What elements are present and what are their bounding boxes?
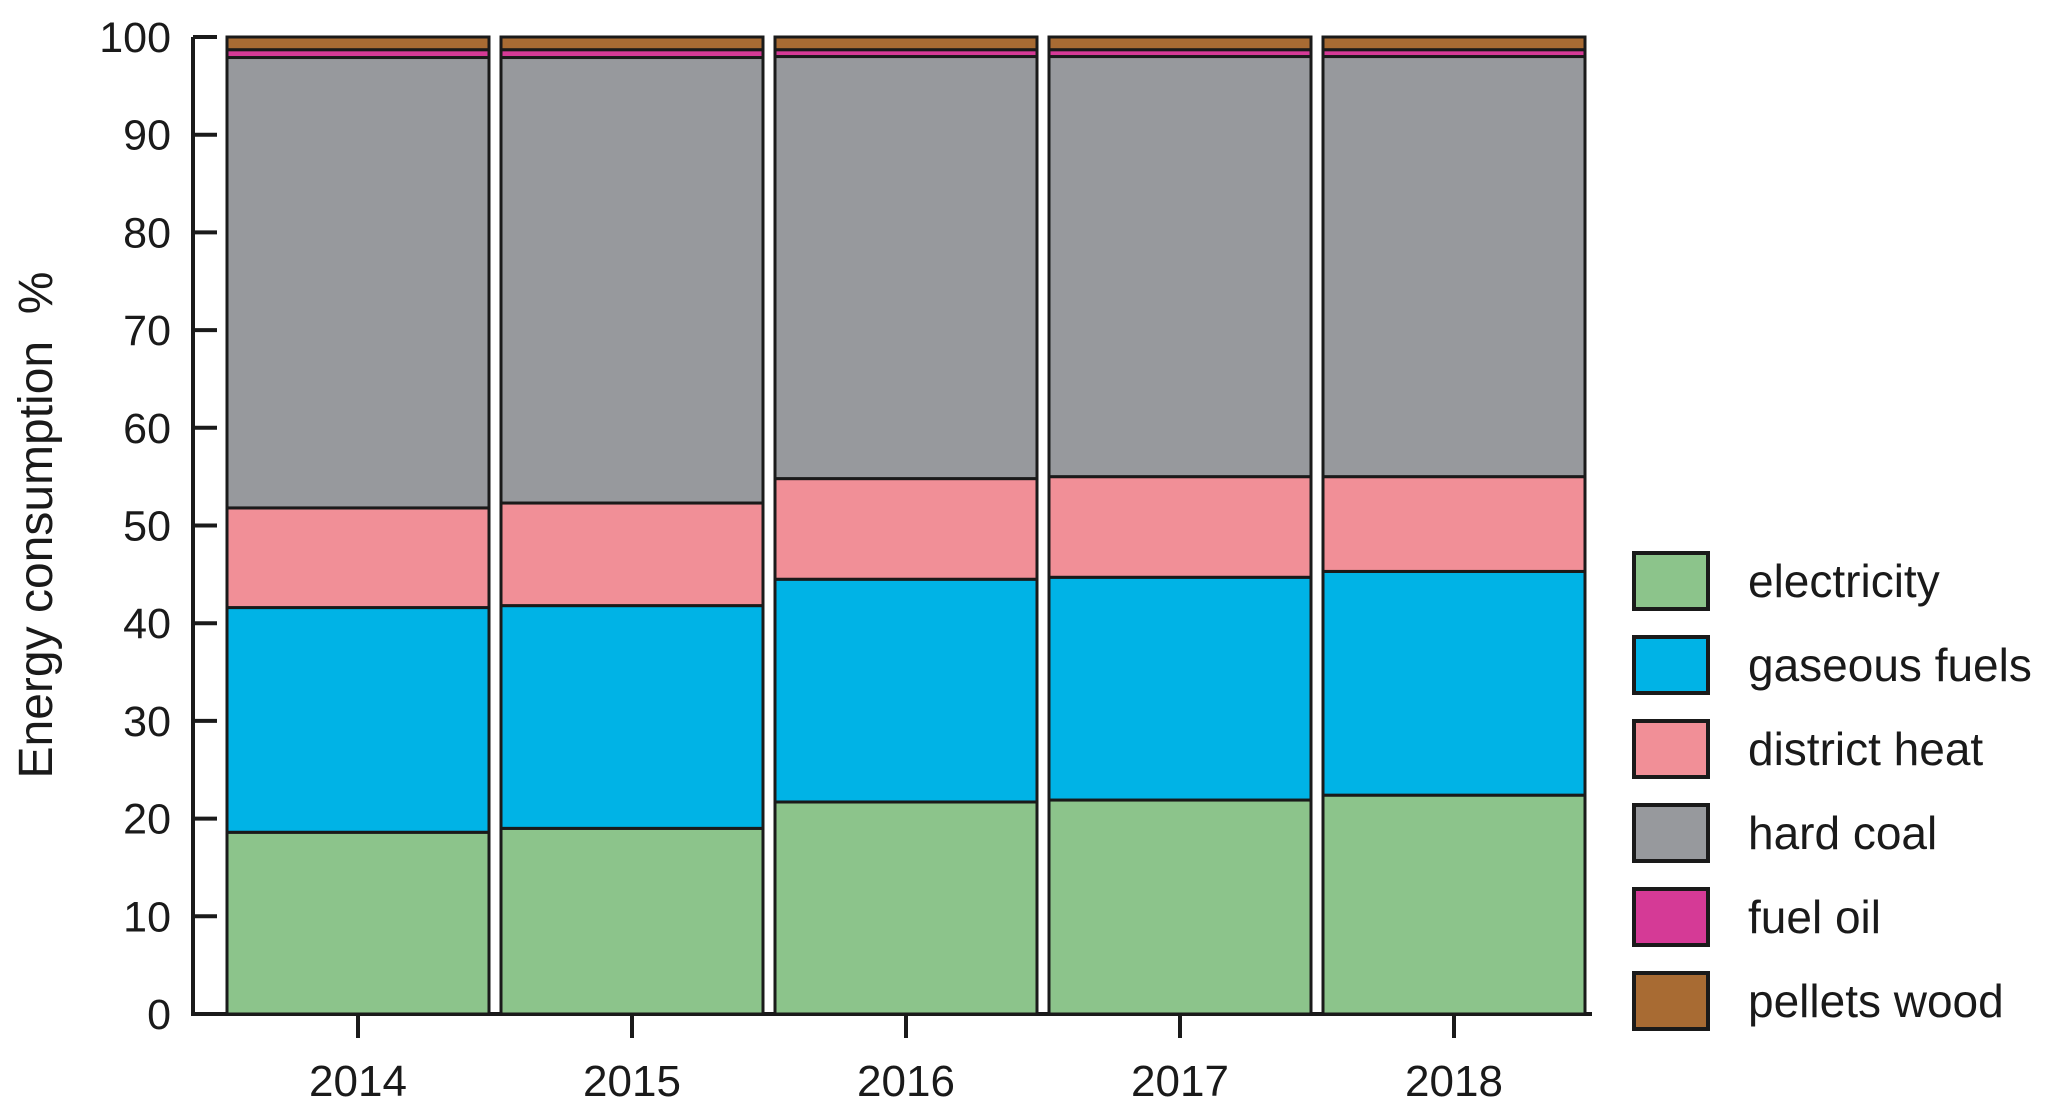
electricity-swatch [1632,551,1710,611]
bar-2016 [773,35,1039,1016]
legend-row-gaseous-fuels: gaseous fuels [1632,635,2032,695]
pellets-wood-swatch [1632,971,1710,1031]
legend-row-hard-coal: hard coal [1632,803,2032,863]
bar-2017-segment-pellets-wood [1047,35,1313,52]
y-tick-label: 90 [123,112,171,160]
y-tick-label: 10 [123,893,171,941]
y-tick-label: 20 [123,796,171,844]
x-tick-label: 2015 [583,1057,681,1106]
bar-2016-segment-hard-coal [773,55,1039,481]
legend-label: pellets wood [1748,975,2004,1027]
bar-2018-segment-gaseous-fuels [1321,569,1587,797]
y-tick-label: 100 [99,14,171,62]
x-tick-label: 2016 [857,1057,955,1106]
bar-2014-segment-district-heat [225,506,491,610]
x-tick-label: 2014 [309,1057,407,1106]
legend-row-pellets-wood: pellets wood [1632,971,2032,1031]
bar-2018-segment-hard-coal [1321,55,1587,479]
bar-2015-segment-gaseous-fuels [499,604,765,830]
bar-2015-segment-hard-coal [499,56,765,505]
bar-2014-segment-electricity [225,830,491,1016]
legend-label: fuel oil [1748,891,1881,943]
bar-2018-segment-pellets-wood [1321,35,1587,52]
gaseous-fuels-swatch [1632,635,1710,695]
y-tick-label: 80 [123,209,171,257]
bar-2014-segment-pellets-wood [225,35,491,52]
x-tick-label: 2018 [1405,1057,1503,1106]
bar-2014-segment-gaseous-fuels [225,606,491,834]
bar-2017 [1047,35,1313,1016]
legend-label: district heat [1748,723,1984,775]
district-heat-swatch [1632,719,1710,779]
legend-label: electricity [1748,555,1940,607]
y-tick-label: 50 [123,503,171,551]
fuel-oil-swatch [1632,887,1710,947]
bar-2017-segment-gaseous-fuels [1047,575,1313,802]
hard-coal-swatch [1632,803,1710,863]
bar-2014 [225,35,491,1016]
bar-2018-segment-electricity [1321,793,1587,1016]
legend-row-electricity: electricity [1632,551,2032,611]
legend-label: gaseous fuels [1748,639,2032,691]
bar-2016-segment-gaseous-fuels [773,577,1039,804]
y-tick-label: 40 [123,600,171,648]
bar-2018-segment-district-heat [1321,475,1587,573]
legend-label: hard coal [1748,807,1938,859]
bar-2014-segment-hard-coal [225,56,491,510]
bar-2016-segment-district-heat [773,477,1039,581]
bar-2017-segment-electricity [1047,798,1313,1016]
bar-2018 [1321,35,1587,1016]
x-tick-label: 2017 [1131,1057,1229,1106]
bar-2017-segment-hard-coal [1047,55,1313,479]
legend: electricity gaseous fuels district heat har… [1632,551,2032,1055]
bar-2016-segment-pellets-wood [773,35,1039,52]
bar-2015-segment-pellets-wood [499,35,765,52]
legend-row-fuel-oil: fuel oil [1632,887,2032,947]
bar-2015 [499,35,765,1016]
y-tick-label: 0 [147,991,171,1039]
bar-2015-segment-electricity [499,826,765,1016]
y-tick-label: 70 [123,307,171,355]
y-axis-title: Energy consumption % [10,272,63,779]
bar-2017-segment-district-heat [1047,475,1313,579]
y-tick-label: 30 [123,698,171,746]
y-tick-label: 60 [123,405,171,453]
legend-row-district-heat: district heat [1632,719,2032,779]
bar-2016-segment-electricity [773,800,1039,1016]
bar-2015-segment-district-heat [499,501,765,608]
